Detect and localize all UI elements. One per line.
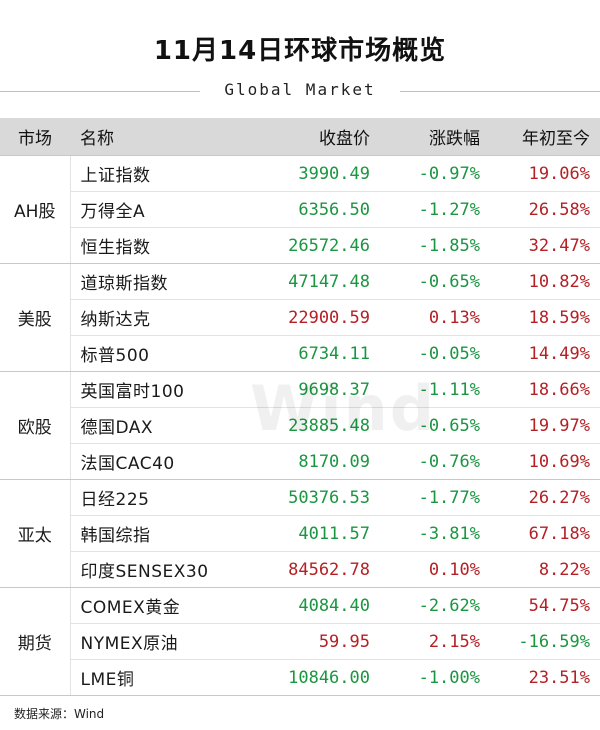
- ytd-percent: 10.69%: [490, 443, 600, 480]
- subtitle-divider-left: [0, 91, 200, 92]
- page-subtitle: Global Market: [224, 80, 376, 99]
- market-table: 市场 名称 收盘价 涨跌幅 年初至今 AH股 上证指数 3990.49 -0.97% 1…: [0, 118, 600, 696]
- index-name: LME铜: [70, 659, 230, 696]
- close-price: 23885.48: [230, 407, 380, 444]
- change-percent: -0.05%: [380, 335, 490, 372]
- change-percent: -1.11%: [380, 371, 490, 408]
- ytd-percent: 23.51%: [490, 659, 600, 696]
- data-source-note: 数据来源：Wind: [14, 707, 105, 721]
- close-price: 84562.78: [230, 551, 380, 588]
- index-name: 纳斯达克: [70, 299, 230, 336]
- table-row: 美股 道琼斯指数 47147.48 -0.65% 10.82%: [0, 263, 600, 372]
- ytd-percent: 54.75%: [490, 587, 600, 624]
- index-name: 恒生指数: [70, 227, 230, 264]
- index-name: 万得全A: [70, 191, 230, 228]
- ytd-percent: 19.06%: [490, 155, 600, 192]
- close-price: 50376.53: [230, 479, 380, 516]
- column-header-ytd: 年初至今: [490, 118, 600, 156]
- ytd-percent: 26.58%: [490, 191, 600, 228]
- table-row: 印度SENSEX30 84562.78 0.10% 8.22%: [0, 551, 600, 588]
- table-row: 标普500 6734.11 -0.05% 14.49%: [0, 335, 600, 372]
- close-price: 6356.50: [230, 191, 380, 228]
- table-row: AH股 上证指数 3990.49 -0.97% 19.06%: [0, 155, 600, 264]
- index-name: 德国DAX: [70, 407, 230, 444]
- close-price: 8170.09: [230, 443, 380, 480]
- ytd-percent: 67.18%: [490, 515, 600, 552]
- subtitle-divider: [0, 91, 600, 92]
- index-name: 法国CAC40: [70, 443, 230, 480]
- market-group-label: 欧股: [0, 371, 71, 480]
- column-header-close: 收盘价: [230, 118, 380, 156]
- close-price: 47147.48: [230, 263, 380, 300]
- ytd-percent: 8.22%: [490, 551, 600, 588]
- change-percent: -0.97%: [380, 155, 490, 192]
- table-row: 纳斯达克 22900.59 0.13% 18.59%: [0, 299, 600, 336]
- table-row: LME铜 10846.00 -1.00% 23.51%: [0, 659, 600, 696]
- index-name: 标普500: [70, 335, 230, 372]
- index-name: NYMEX原油: [70, 623, 230, 660]
- table-row: 韩国综指 4011.57 -3.81% 67.18%: [0, 515, 600, 552]
- ytd-percent: 32.47%: [490, 227, 600, 264]
- ytd-percent: 14.49%: [490, 335, 600, 372]
- change-percent: 0.13%: [380, 299, 490, 336]
- change-percent: -0.76%: [380, 443, 490, 480]
- index-name: 英国富时100: [70, 371, 230, 408]
- table-row: 万得全A 6356.50 -1.27% 26.58%: [0, 191, 600, 228]
- table-header-row: 市场 名称 收盘价 涨跌幅 年初至今: [0, 118, 600, 156]
- table-row: 亚太 日经225 50376.53 -1.77% 26.27%: [0, 479, 600, 588]
- column-header-change: 涨跌幅: [380, 118, 490, 156]
- market-group-label: 期货: [0, 587, 71, 696]
- change-percent: 2.15%: [380, 623, 490, 660]
- market-group-label: AH股: [0, 155, 71, 264]
- close-price: 4011.57: [230, 515, 380, 552]
- index-name: 上证指数: [70, 155, 230, 192]
- index-name: COMEX黄金: [70, 587, 230, 624]
- ytd-percent: 26.27%: [490, 479, 600, 516]
- close-price: 10846.00: [230, 659, 380, 696]
- market-group-label: 美股: [0, 263, 71, 372]
- index-name: 道琼斯指数: [70, 263, 230, 300]
- change-percent: -1.85%: [380, 227, 490, 264]
- table-row: 德国DAX 23885.48 -0.65% 19.97%: [0, 407, 600, 444]
- close-price: 4084.40: [230, 587, 380, 624]
- table-row: 恒生指数 26572.46 -1.85% 32.47%: [0, 227, 600, 264]
- ytd-percent: -16.59%: [490, 623, 600, 660]
- ytd-percent: 19.97%: [490, 407, 600, 444]
- table-body: AH股 上证指数 3990.49 -0.97% 19.06% 万得全A 6356.50 -1.…: [0, 155, 600, 696]
- ytd-percent: 10.82%: [490, 263, 600, 300]
- change-percent: -0.65%: [380, 407, 490, 444]
- index-name: 日经225: [70, 479, 230, 516]
- close-price: 9698.37: [230, 371, 380, 408]
- close-price: 26572.46: [230, 227, 380, 264]
- change-percent: -1.27%: [380, 191, 490, 228]
- page-title: 11月14日环球市场概览: [153, 36, 447, 66]
- subtitle-divider-right: [400, 91, 600, 92]
- change-percent: -3.81%: [380, 515, 490, 552]
- table-row: NYMEX原油 59.95 2.15% -16.59%: [0, 623, 600, 660]
- ytd-percent: 18.59%: [490, 299, 600, 336]
- table-row: 法国CAC40 8170.09 -0.76% 10.69%: [0, 443, 600, 480]
- ytd-percent: 18.66%: [490, 371, 600, 408]
- change-percent: -2.62%: [380, 587, 490, 624]
- change-percent: 0.10%: [380, 551, 490, 588]
- close-price: 3990.49: [230, 155, 380, 192]
- column-header-name: 名称: [70, 118, 230, 156]
- close-price: 59.95: [230, 623, 380, 660]
- index-name: 印度SENSEX30: [70, 551, 230, 588]
- change-percent: -1.77%: [380, 479, 490, 516]
- close-price: 22900.59: [230, 299, 380, 336]
- column-header-market: 市场: [0, 118, 70, 156]
- table-row: 欧股 英国富时100 9698.37 -1.11% 18.66%: [0, 371, 600, 480]
- close-price: 6734.11: [230, 335, 380, 372]
- market-group-label: 亚太: [0, 479, 71, 588]
- change-percent: -1.00%: [380, 659, 490, 696]
- change-percent: -0.65%: [380, 263, 490, 300]
- index-name: 韩国综指: [70, 515, 230, 552]
- table-row: 期货 COMEX黄金 4084.40 -2.62% 54.75%: [0, 587, 600, 696]
